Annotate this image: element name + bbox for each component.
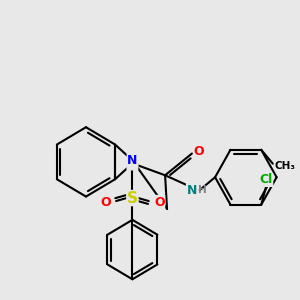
Text: CH₃: CH₃: [275, 160, 296, 171]
Text: S: S: [127, 190, 138, 206]
Text: Cl: Cl: [260, 173, 273, 186]
Text: O: O: [154, 196, 165, 208]
Text: O: O: [127, 157, 138, 170]
Text: H: H: [198, 185, 206, 195]
Text: O: O: [194, 145, 204, 158]
Text: N: N: [127, 154, 138, 167]
Text: N: N: [187, 184, 197, 196]
Text: O: O: [100, 196, 111, 208]
